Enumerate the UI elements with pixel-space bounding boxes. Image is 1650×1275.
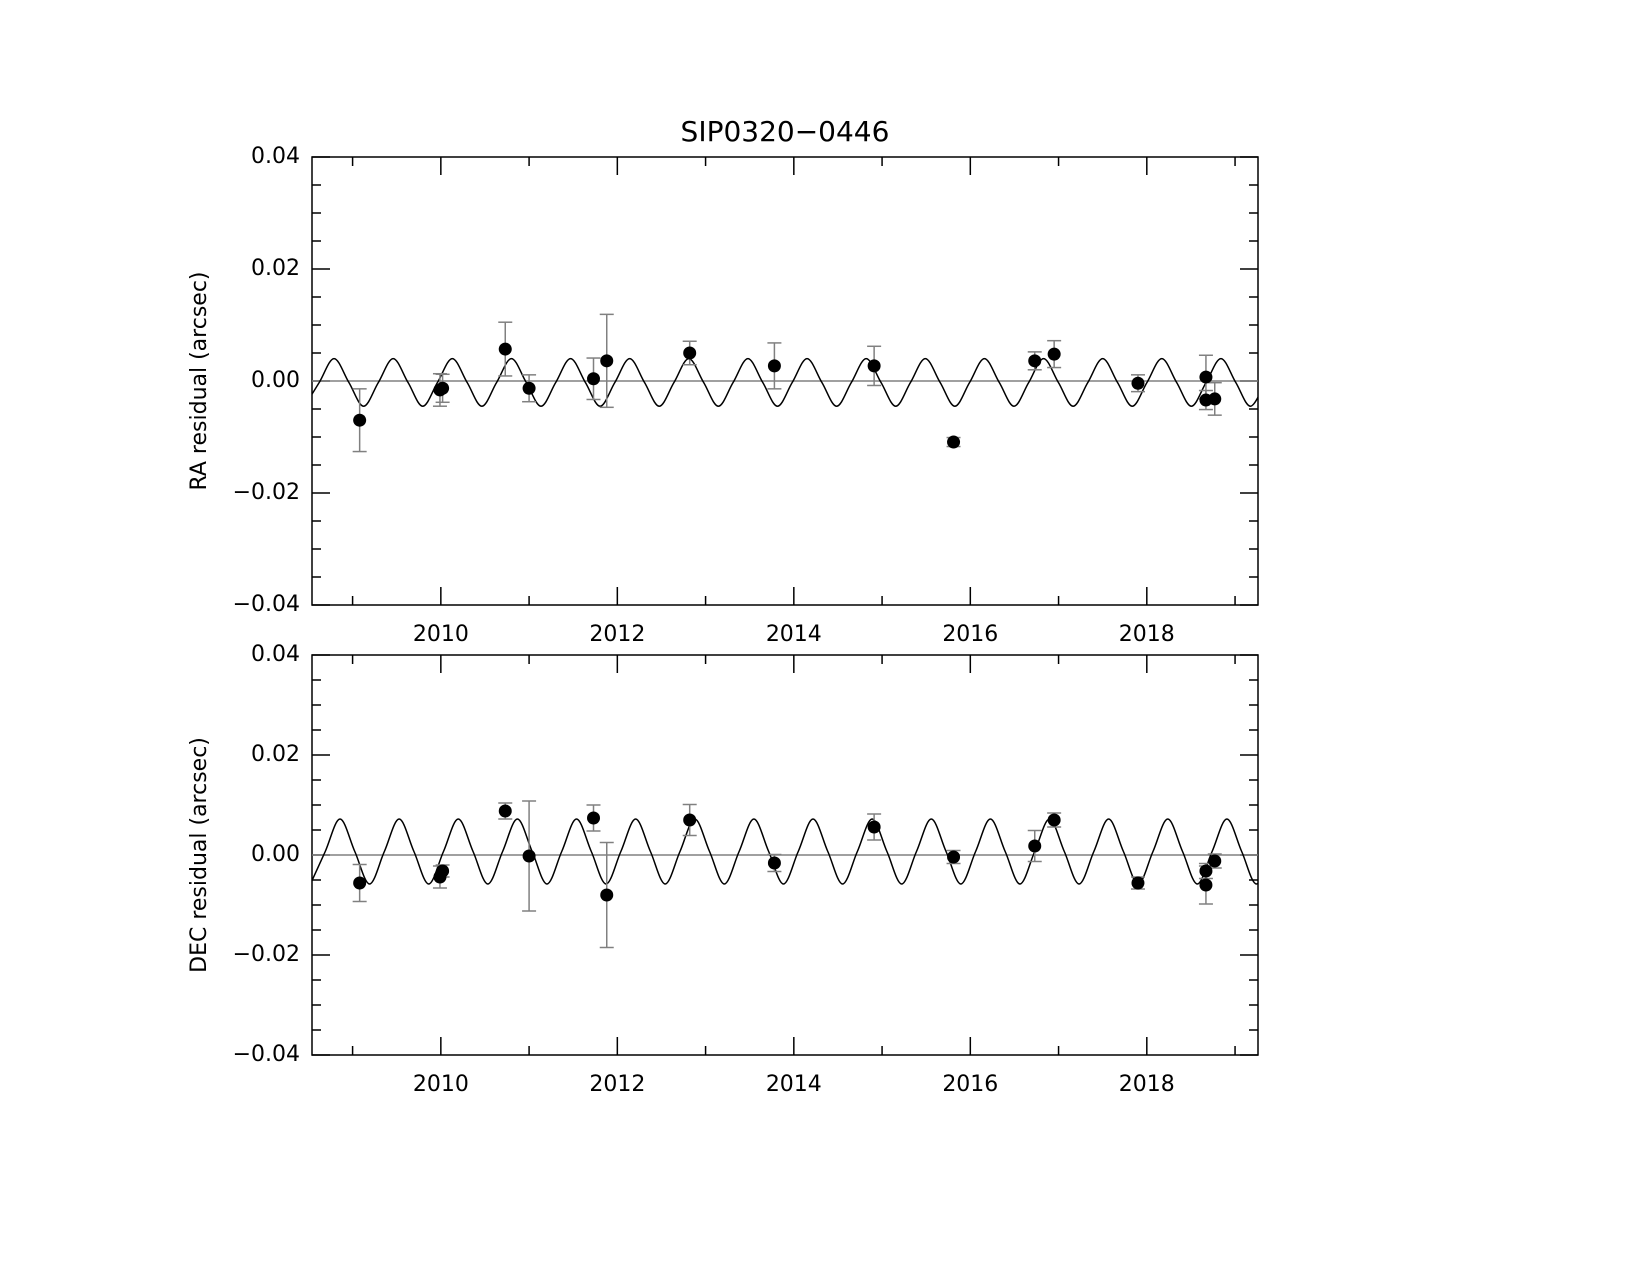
data-point <box>1199 370 1213 384</box>
plot-area <box>312 800 1258 949</box>
data-point <box>1131 376 1145 390</box>
x-tick-label: 2016 <box>942 1072 998 1097</box>
data-point <box>947 850 961 864</box>
data-point <box>767 359 781 373</box>
plot-area <box>312 313 1258 453</box>
data-point <box>947 435 961 449</box>
x-tick-label: 2010 <box>413 622 469 647</box>
data-point <box>1028 839 1042 853</box>
x-tick-label: 2014 <box>766 622 822 647</box>
data-point <box>1047 347 1061 361</box>
data-point <box>498 804 512 818</box>
chart-title: SIP0320−0446 <box>681 115 890 148</box>
x-tick-label: 2016 <box>942 622 998 647</box>
panel: DEC residual (arcsec) −0.04 −0.02 0.00 0.02 0… <box>187 642 1259 1097</box>
data-point <box>1028 354 1042 368</box>
x-tick-label: 2010 <box>413 1072 469 1097</box>
data-point <box>683 813 697 827</box>
x-tick-label: 2014 <box>766 1072 822 1097</box>
x-tick-label: 2018 <box>1119 622 1175 647</box>
x-tick-label: 2012 <box>589 622 645 647</box>
fit-curve <box>312 357 1258 407</box>
y-tick-label: 0.00 <box>251 842 300 867</box>
data-point <box>522 381 536 395</box>
data-point <box>436 864 450 878</box>
y-axis-label: RA residual (arcsec) <box>187 271 212 490</box>
y-tick-label: 0.02 <box>251 742 300 767</box>
y-tick-label: −0.02 <box>233 942 300 967</box>
data-point <box>1208 392 1222 406</box>
data-point <box>498 342 512 356</box>
data-point <box>600 888 614 902</box>
data-point <box>1131 876 1145 890</box>
data-point <box>867 820 881 834</box>
y-tick-label: 0.04 <box>251 642 300 667</box>
data-point <box>587 372 601 386</box>
data-point <box>600 354 614 368</box>
y-tick-label: −0.02 <box>233 480 300 505</box>
x-tick-label: 2018 <box>1119 1072 1175 1097</box>
data-point <box>522 849 536 863</box>
y-tick-label: 0.04 <box>251 144 300 169</box>
data-point <box>683 346 697 360</box>
data-point <box>1199 878 1213 892</box>
y-tick-label: −0.04 <box>233 1042 300 1067</box>
data-point <box>587 811 601 825</box>
y-tick-label: 0.02 <box>251 256 300 281</box>
data-point <box>353 413 367 427</box>
data-point <box>353 876 367 890</box>
data-point <box>1199 864 1213 878</box>
y-tick-label: 0.00 <box>251 368 300 393</box>
panel: SIP0320−0446 RA residual (arcsec) −0.04 −0.… <box>187 115 1259 647</box>
y-axis-label: DEC residual (arcsec) <box>187 737 212 973</box>
fit-curve <box>312 818 1258 885</box>
data-point <box>1047 813 1061 827</box>
x-tick-label: 2012 <box>589 1072 645 1097</box>
data-point <box>867 359 881 373</box>
data-point <box>436 381 450 395</box>
data-point <box>1208 854 1222 868</box>
y-tick-label: −0.04 <box>233 592 300 617</box>
data-point <box>767 856 781 870</box>
